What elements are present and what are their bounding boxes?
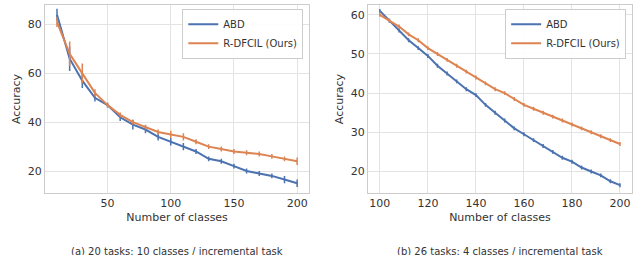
- svg-text:20: 20: [351, 165, 365, 178]
- svg-text:120: 120: [417, 197, 438, 210]
- svg-text:60: 60: [351, 9, 365, 22]
- svg-text:200: 200: [609, 197, 630, 210]
- svg-text:(a) 20 tasks: 10 classes / inc: (a) 20 tasks: 10 classes / incremental t…: [71, 246, 283, 255]
- svg-text:80: 80: [28, 18, 42, 31]
- svg-text:Accuracy: Accuracy: [333, 73, 346, 124]
- svg-text:Accuracy: Accuracy: [10, 73, 23, 124]
- svg-text:150: 150: [223, 197, 244, 210]
- svg-text:ABD: ABD: [546, 19, 568, 30]
- svg-text:100: 100: [369, 197, 390, 210]
- svg-text:100: 100: [160, 197, 181, 210]
- svg-text:Number of classes: Number of classes: [126, 211, 228, 224]
- svg-text:R-DFCIL (Ours): R-DFCIL (Ours): [546, 38, 620, 49]
- svg-text:160: 160: [513, 197, 534, 210]
- svg-text:(b) 26 tasks: 4 classes / incr: (b) 26 tasks: 4 classes / incremental ta…: [397, 246, 603, 255]
- svg-text:200: 200: [287, 197, 308, 210]
- svg-text:40: 40: [28, 116, 42, 129]
- svg-text:ABD: ABD: [223, 19, 245, 30]
- svg-text:50: 50: [351, 48, 365, 61]
- svg-text:140: 140: [465, 197, 486, 210]
- svg-text:40: 40: [351, 87, 365, 100]
- svg-text:60: 60: [28, 67, 42, 80]
- svg-text:30: 30: [351, 126, 365, 139]
- svg-text:50: 50: [101, 197, 115, 210]
- svg-text:180: 180: [561, 197, 582, 210]
- svg-text:20: 20: [28, 165, 42, 178]
- svg-text:Number of classes: Number of classes: [449, 211, 551, 224]
- svg-text:R-DFCIL (Ours): R-DFCIL (Ours): [223, 38, 297, 49]
